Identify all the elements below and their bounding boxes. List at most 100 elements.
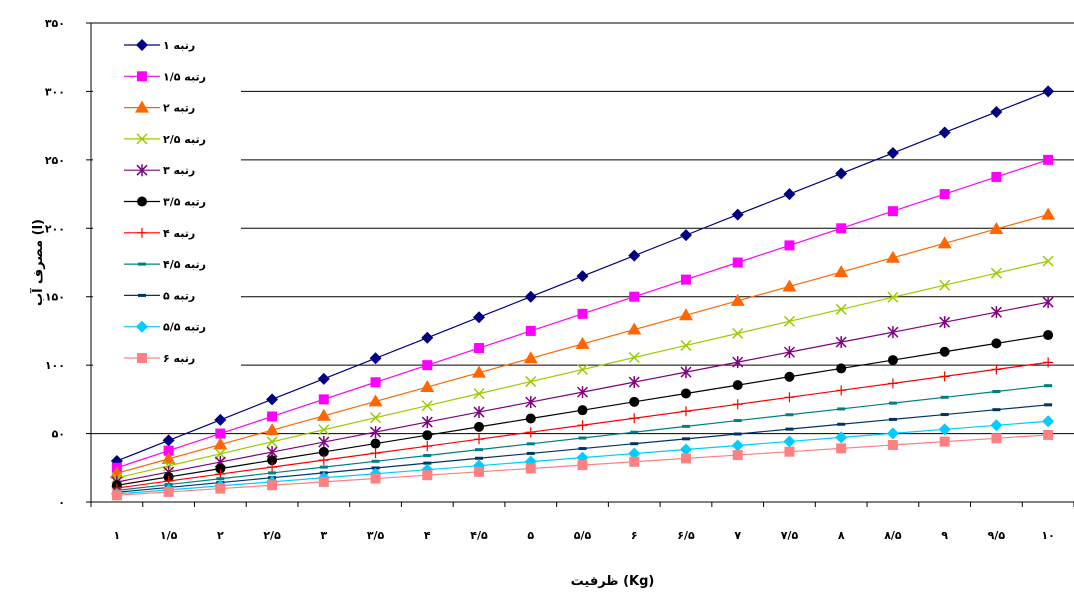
data-point	[990, 105, 1003, 118]
legend-label: رتبه ۱/۵	[163, 70, 206, 83]
data-point	[836, 363, 847, 374]
data-point	[369, 352, 382, 365]
legend-label: رتبه ۴/۵	[163, 258, 206, 271]
data-point	[578, 436, 587, 440]
x-tick-label: ۲	[217, 529, 224, 542]
data-point	[578, 447, 587, 451]
data-point	[629, 413, 640, 424]
legend-item: رتبه ۶	[124, 352, 195, 365]
data-point	[1044, 384, 1053, 388]
legend-item: رتبه ۴/۵	[124, 258, 206, 271]
legend-label: رتبه ۶	[163, 352, 195, 365]
data-point	[370, 438, 381, 449]
legend-label: رتبه ۵/۵	[163, 321, 206, 334]
data-point	[835, 336, 847, 349]
x-tick-label: ۶	[631, 529, 638, 542]
legend-marker	[137, 353, 147, 363]
data-point	[215, 428, 226, 439]
legend-marker	[136, 133, 148, 145]
data-point	[268, 471, 277, 475]
y-tick-label: ۲۵۰	[45, 154, 65, 167]
x-tick-label: ۱/۵	[160, 529, 178, 542]
data-point	[939, 371, 950, 382]
data-point	[732, 399, 743, 410]
legend-item: رتبه ۳	[124, 164, 195, 177]
x-tick-label: ۳	[320, 529, 327, 542]
data-point	[420, 380, 435, 393]
data-point	[732, 356, 744, 369]
data-point	[991, 364, 1002, 375]
data-point	[887, 439, 898, 450]
data-point	[473, 388, 485, 400]
data-point	[730, 293, 745, 306]
data-point	[214, 448, 226, 460]
data-point	[1042, 255, 1054, 267]
data-point	[267, 462, 278, 473]
data-point	[525, 325, 536, 336]
data-point	[990, 267, 1002, 279]
legend-item: رتبه ۲/۵	[124, 133, 206, 146]
y-tick-label: ۵۰	[52, 428, 65, 441]
data-point	[423, 453, 432, 457]
data-point	[472, 365, 487, 378]
legend-label: رتبه ۳/۵	[163, 196, 206, 209]
x-tick-label: ۴/۵	[470, 529, 488, 542]
legend-item: رتبه ۵	[124, 289, 195, 302]
data-point	[318, 476, 329, 487]
x-tick-label: ۱۰	[1041, 529, 1054, 542]
x-tick-label: ۴	[424, 529, 431, 542]
data-point	[681, 424, 690, 428]
data-point	[319, 465, 328, 469]
data-point	[991, 338, 1002, 349]
data-point	[370, 412, 382, 424]
data-point	[940, 395, 949, 399]
y-tick-label: ۱۰۰	[45, 359, 65, 372]
data-point	[215, 483, 226, 494]
data-point	[784, 371, 795, 382]
data-point	[370, 426, 382, 439]
y-tick-labels: ۰ ۵۰ ۱۰۰ ۱۵۰ ۲۰۰ ۲۵۰ ۳۰۰ ۳۵۰	[45, 17, 65, 509]
series-group	[109, 85, 1056, 501]
data-point	[525, 413, 536, 424]
data-point	[630, 442, 639, 446]
data-point	[886, 427, 899, 440]
legend-marker	[136, 164, 148, 177]
data-point	[421, 400, 433, 412]
data-point	[577, 405, 588, 416]
data-point	[526, 442, 535, 446]
data-point	[836, 443, 847, 454]
data-point	[784, 446, 795, 457]
data-point	[680, 366, 692, 379]
data-point	[422, 441, 433, 452]
data-point	[265, 423, 280, 436]
y-axis-label: مصرف آب (l)	[29, 219, 46, 306]
legend-label: رتبه ۲	[163, 102, 195, 115]
data-point	[991, 171, 1002, 182]
data-point	[316, 408, 331, 421]
data-point	[784, 240, 795, 251]
data-point	[939, 346, 950, 357]
data-point	[938, 126, 951, 139]
legend-label: رتبه ۱	[163, 39, 195, 52]
data-point	[785, 427, 794, 431]
data-point	[1042, 415, 1055, 428]
data-point	[679, 443, 692, 456]
x-tick-label: ۹/۵	[988, 529, 1006, 542]
data-point	[370, 473, 381, 484]
series-7	[111, 357, 1054, 494]
x-tick-label: ۸	[838, 529, 845, 542]
data-point	[577, 308, 588, 319]
data-point	[680, 388, 691, 399]
data-point	[680, 339, 692, 351]
data-point	[681, 437, 690, 441]
axes	[86, 22, 1074, 507]
data-point	[629, 396, 640, 407]
data-point	[887, 326, 899, 339]
data-point	[473, 311, 486, 324]
data-point	[992, 389, 1001, 393]
data-point	[422, 470, 433, 481]
legend-item: رتبه ۳/۵	[124, 196, 206, 209]
data-point	[783, 435, 796, 448]
data-point	[577, 420, 588, 431]
data-point	[835, 431, 848, 444]
